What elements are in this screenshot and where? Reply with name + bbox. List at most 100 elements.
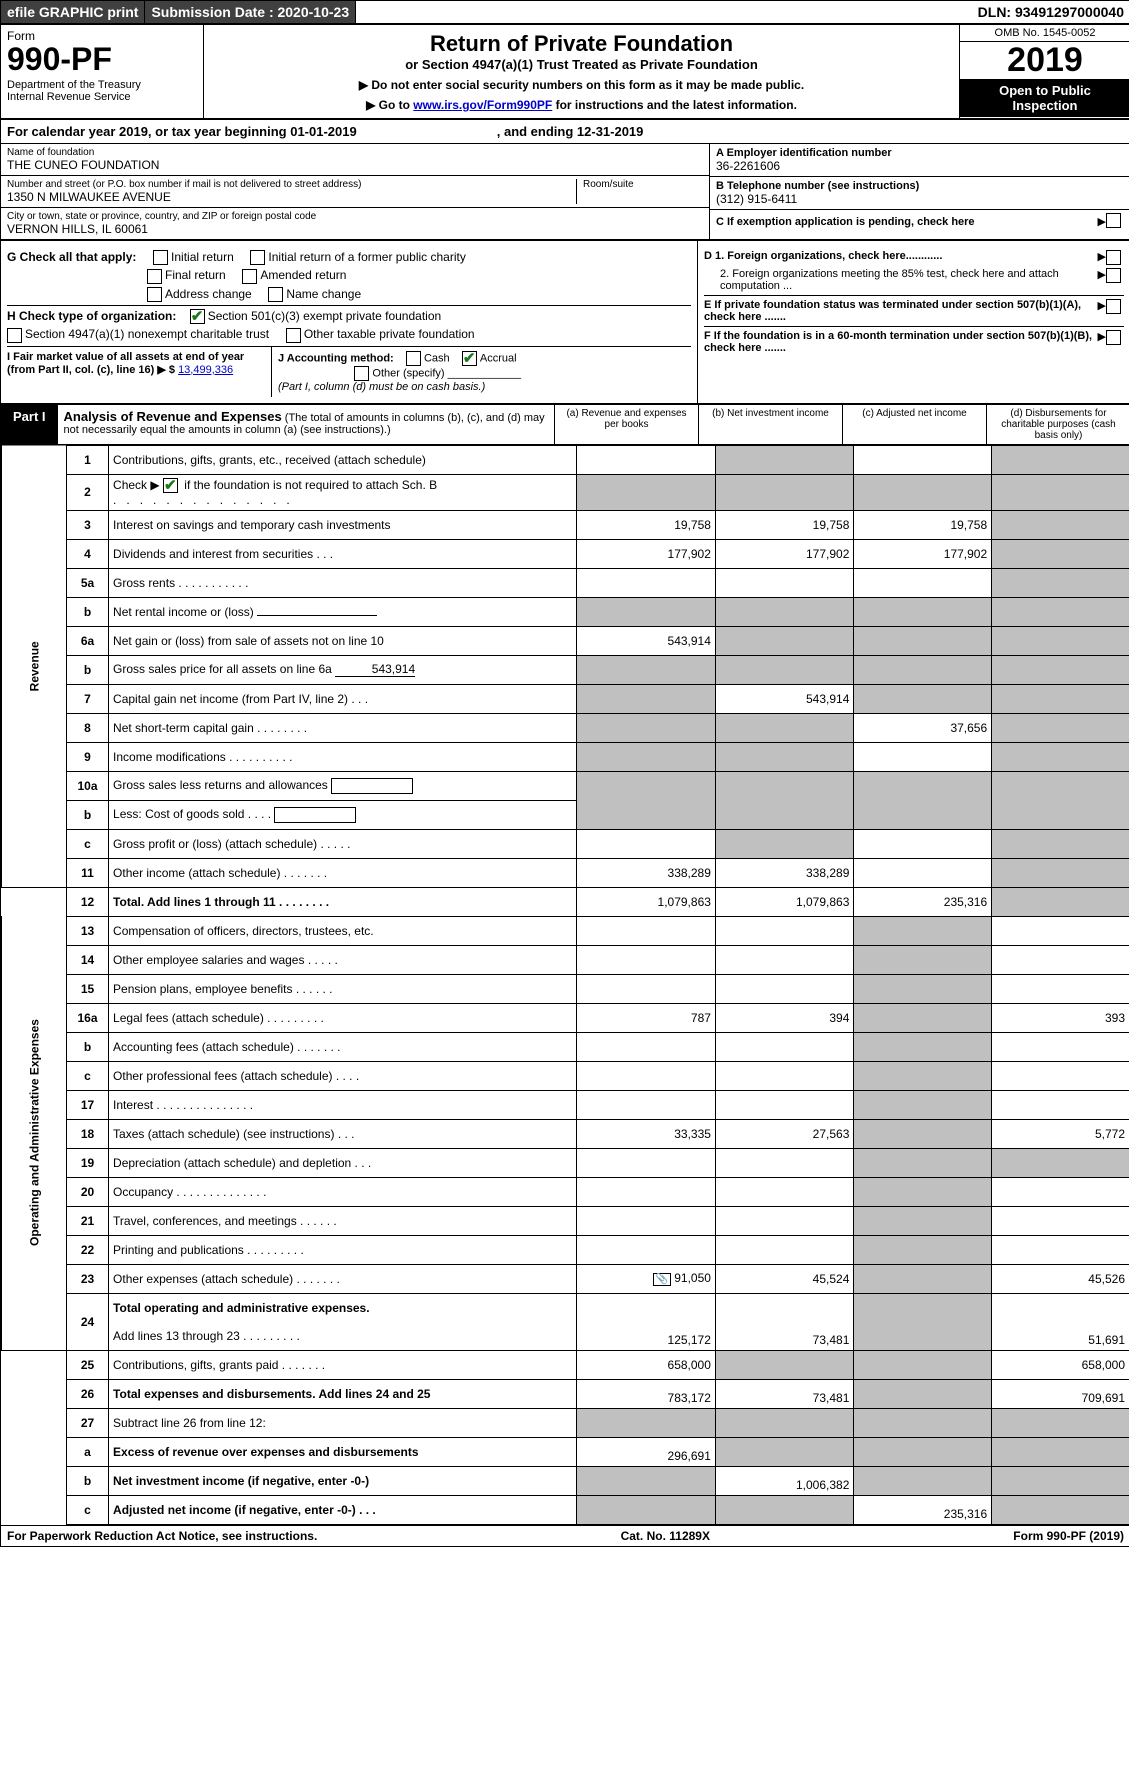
table-row: b Accounting fees (attach schedule) . . … (2, 1032, 1129, 1061)
d2-checkbox[interactable] (1106, 268, 1121, 283)
ein-value: 36-2261606 (716, 159, 1124, 173)
note-2-post: for instructions and the latest informat… (552, 98, 797, 112)
line-no: 1 (67, 445, 109, 474)
501c3-checkbox[interactable] (190, 309, 205, 324)
form-link[interactable]: www.irs.gov/Form990PF (413, 98, 552, 112)
amended-return-checkbox[interactable] (242, 269, 257, 284)
cal-text-2: , and ending 12-31-2019 (497, 124, 644, 139)
table-row: 20 Occupancy . . . . . . . . . . . . . . (2, 1177, 1129, 1206)
table-row: c Other professional fees (attach schedu… (2, 1061, 1129, 1090)
line-no: c (67, 1061, 109, 1090)
d2-label: 2. Foreign organizations meeting the 85%… (720, 268, 1098, 292)
table-row: 10a Gross sales less returns and allowan… (2, 771, 1129, 800)
amended-return-label: Amended return (260, 268, 346, 282)
4947-checkbox[interactable] (7, 328, 22, 343)
d1-row: D 1. Foreign organizations, check here..… (704, 250, 1124, 265)
address-change-checkbox[interactable] (147, 287, 162, 302)
line-no: b (67, 1466, 109, 1495)
sch-b-checkbox[interactable] (163, 478, 178, 493)
final-return-label: Final return (165, 268, 226, 282)
exemption-label: C If exemption application is pending, c… (716, 216, 1098, 228)
table-row: 21 Travel, conferences, and meetings . .… (2, 1206, 1129, 1235)
table-row: b Net rental income or (loss) (2, 597, 1129, 626)
arrow-icon: ▶ (1098, 215, 1106, 228)
amt: 338,289 (577, 858, 715, 887)
line-no: 18 (67, 1119, 109, 1148)
footer-left: For Paperwork Reduction Act Notice, see … (7, 1529, 317, 1543)
city-label: City or town, state or province, country… (7, 211, 703, 222)
line-no: 8 (67, 713, 109, 742)
line-desc: Excess of revenue over expenses and disb… (109, 1437, 577, 1466)
accrual-checkbox[interactable] (462, 351, 477, 366)
i-j-row: I Fair market value of all assets at end… (7, 347, 691, 397)
r2-pre: Check ▶ (113, 478, 163, 492)
omb-number: OMB No. 1545-0052 (960, 25, 1129, 42)
table-row: 12 Total. Add lines 1 through 11 . . . .… (2, 887, 1129, 916)
open-public-1: Open to Public (962, 83, 1128, 98)
f-checkbox[interactable] (1106, 330, 1121, 345)
h-label: H Check type of organization: (7, 309, 176, 323)
cash-label: Cash (424, 352, 450, 364)
f-label: F If the foundation is in a 60-month ter… (704, 330, 1098, 354)
e-checkbox[interactable] (1106, 299, 1121, 314)
identity-right: A Employer identification number 36-2261… (709, 144, 1129, 239)
revenue-side-label: Revenue (2, 445, 67, 887)
table-row: 15 Pension plans, employee benefits . . … (2, 974, 1129, 1003)
amt: 125,172 (577, 1293, 715, 1350)
table-row: 2 Check ▶ if the foundation is not requi… (2, 474, 1129, 510)
line-desc: Capital gain net income (from Part IV, l… (109, 684, 577, 713)
line-no: 13 (67, 916, 109, 945)
amt: 19,758 (577, 510, 715, 539)
city-value: VERNON HILLS, IL 60061 (7, 222, 703, 236)
h-row: H Check type of organization: Section 50… (7, 309, 691, 324)
address-change-label: Address change (165, 287, 252, 301)
line-no: 21 (67, 1206, 109, 1235)
line-no: 5a (67, 568, 109, 597)
initial-return-label: Initial return (171, 250, 234, 264)
cash-checkbox[interactable] (406, 351, 421, 366)
r2-post: if the foundation is not required to att… (181, 478, 437, 492)
line-no: 9 (67, 742, 109, 771)
table-row: 17 Interest . . . . . . . . . . . . . . … (2, 1090, 1129, 1119)
line-desc: Travel, conferences, and meetings . . . … (109, 1206, 577, 1235)
line-desc: Dividends and interest from securities .… (109, 539, 577, 568)
open-public-2: Inspection (962, 98, 1128, 113)
name-row: Name of foundation THE CUNEO FOUNDATION (1, 144, 709, 176)
table-row: 26 Total expenses and disbursements. Add… (2, 1379, 1129, 1408)
exemption-checkbox[interactable] (1106, 213, 1121, 228)
table-row: 11 Other income (attach schedule) . . . … (2, 858, 1129, 887)
col-b-head: (b) Net investment income (699, 405, 843, 444)
line-no: 6a (67, 626, 109, 655)
initial-former-checkbox[interactable] (250, 250, 265, 265)
j-label: J Accounting method: (278, 352, 394, 364)
name-label: Name of foundation (7, 147, 703, 158)
attachment-icon[interactable]: 📎 (653, 1273, 671, 1286)
department: Department of the Treasury Internal Reve… (7, 79, 197, 103)
amt: 33,335 (577, 1119, 715, 1148)
f-row: F If the foundation is in a 60-month ter… (704, 330, 1124, 354)
g-row-3: Address change Name change (7, 287, 691, 302)
phone-row: B Telephone number (see instructions) (3… (710, 177, 1129, 210)
other-method-checkbox[interactable] (354, 366, 369, 381)
line-no: 10a (67, 771, 109, 800)
amt: 709,691 (992, 1379, 1129, 1408)
line-no: 20 (67, 1177, 109, 1206)
line-desc: Contributions, gifts, grants, etc., rece… (109, 445, 577, 474)
final-return-checkbox[interactable] (147, 269, 162, 284)
expenses-side-label: Operating and Administrative Expenses (2, 916, 67, 1350)
page-footer: For Paperwork Reduction Act Notice, see … (1, 1525, 1129, 1546)
d1-checkbox[interactable] (1106, 250, 1121, 265)
line-desc: Gross sales less returns and allowances (109, 771, 577, 800)
line-no: c (67, 829, 109, 858)
amt: 73,481 (715, 1293, 853, 1350)
line-no: 23 (67, 1264, 109, 1293)
other-taxable-checkbox[interactable] (286, 328, 301, 343)
note-2-pre: ▶ Go to (366, 98, 413, 112)
line-no: b (67, 655, 109, 684)
amt: 787 (577, 1003, 715, 1032)
initial-return-checkbox[interactable] (153, 250, 168, 265)
table-row: b Net investment income (if negative, en… (2, 1466, 1129, 1495)
amt: 235,316 (854, 1495, 992, 1524)
name-change-checkbox[interactable] (268, 287, 283, 302)
ein-row: A Employer identification number 36-2261… (710, 144, 1129, 177)
